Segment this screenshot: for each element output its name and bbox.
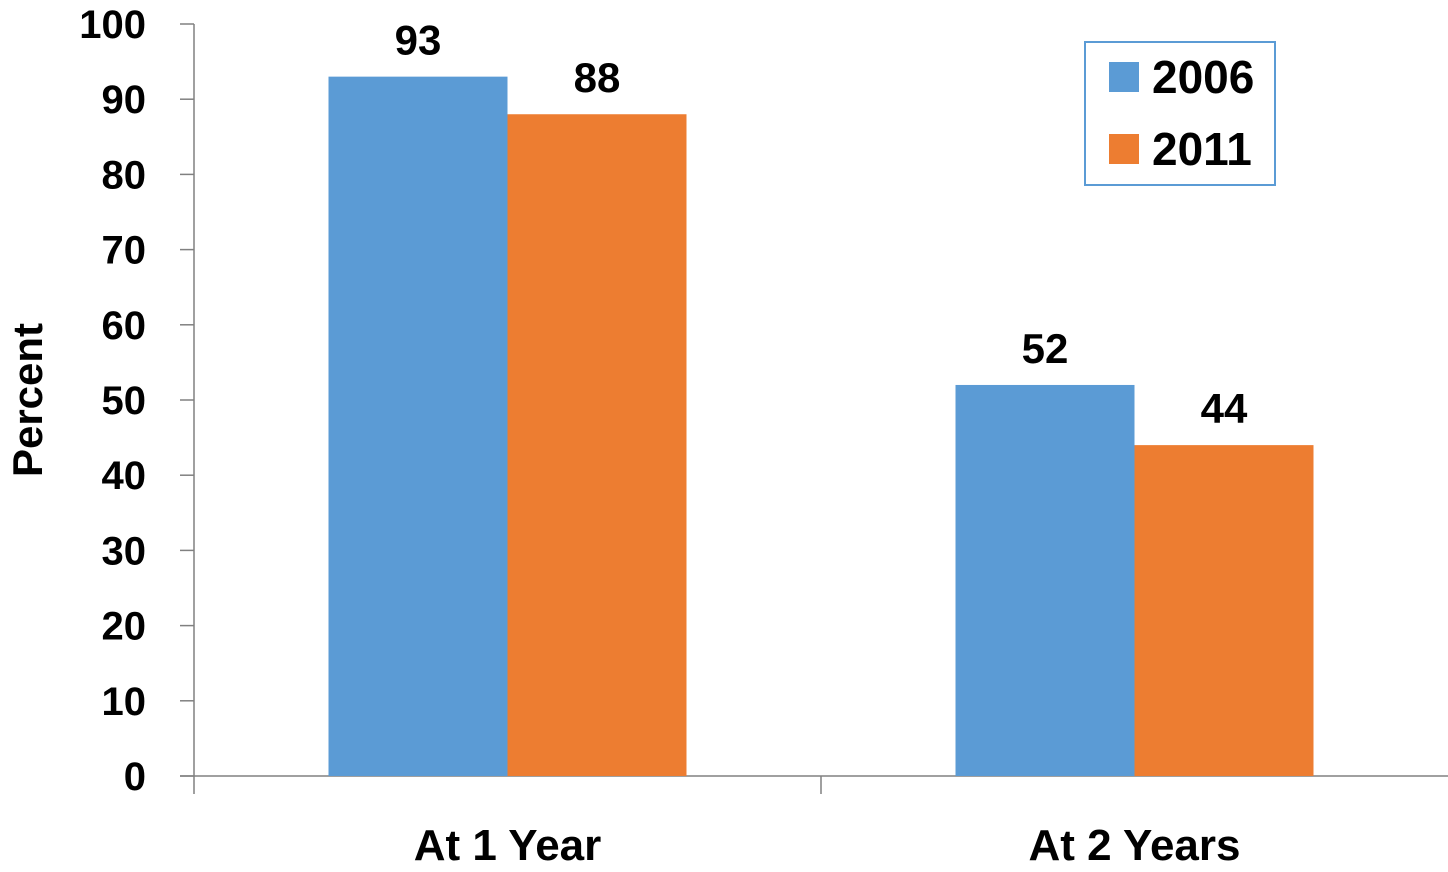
y-tick-label: 80: [102, 153, 147, 197]
y-tick-label: 20: [102, 605, 147, 649]
axes: 0 10 20 30 40 50 60 70 80 90 100 At 1 Year At 2 Year…: [79, 3, 1448, 870]
data-label: 88: [574, 54, 621, 101]
y-tick-label: 50: [102, 379, 147, 423]
x-category-label: At 2 Years: [1028, 821, 1240, 870]
y-tick-label: 10: [102, 680, 147, 724]
data-label: 44: [1201, 385, 1248, 432]
legend-swatch: [1109, 134, 1139, 164]
legend-label: 2011: [1152, 123, 1252, 175]
y-axis-title: Percent: [4, 323, 51, 477]
legend: 2006 2011: [1084, 41, 1276, 186]
y-tick-label: 0: [124, 755, 146, 799]
bar-2006: [955, 384, 1135, 776]
y-tick-label: 90: [102, 78, 147, 122]
data-labels: 93 88 52 44: [395, 17, 1248, 432]
y-tick-label: 30: [102, 529, 147, 573]
bar-2011: [507, 114, 687, 777]
data-label: 52: [1022, 325, 1069, 372]
x-category-label: At 1 Year: [414, 821, 602, 870]
y-tick-label: 70: [102, 229, 147, 273]
y-tick-label: 40: [102, 454, 147, 498]
bar-2011: [1134, 445, 1314, 776]
legend-swatch: [1109, 62, 1139, 92]
bar-2006: [328, 76, 508, 776]
y-tick-label: 100: [79, 3, 146, 47]
legend-label: 2006: [1152, 51, 1254, 103]
y-tick-label: 60: [102, 304, 147, 348]
data-label: 93: [395, 17, 442, 64]
bars: [328, 76, 1314, 777]
